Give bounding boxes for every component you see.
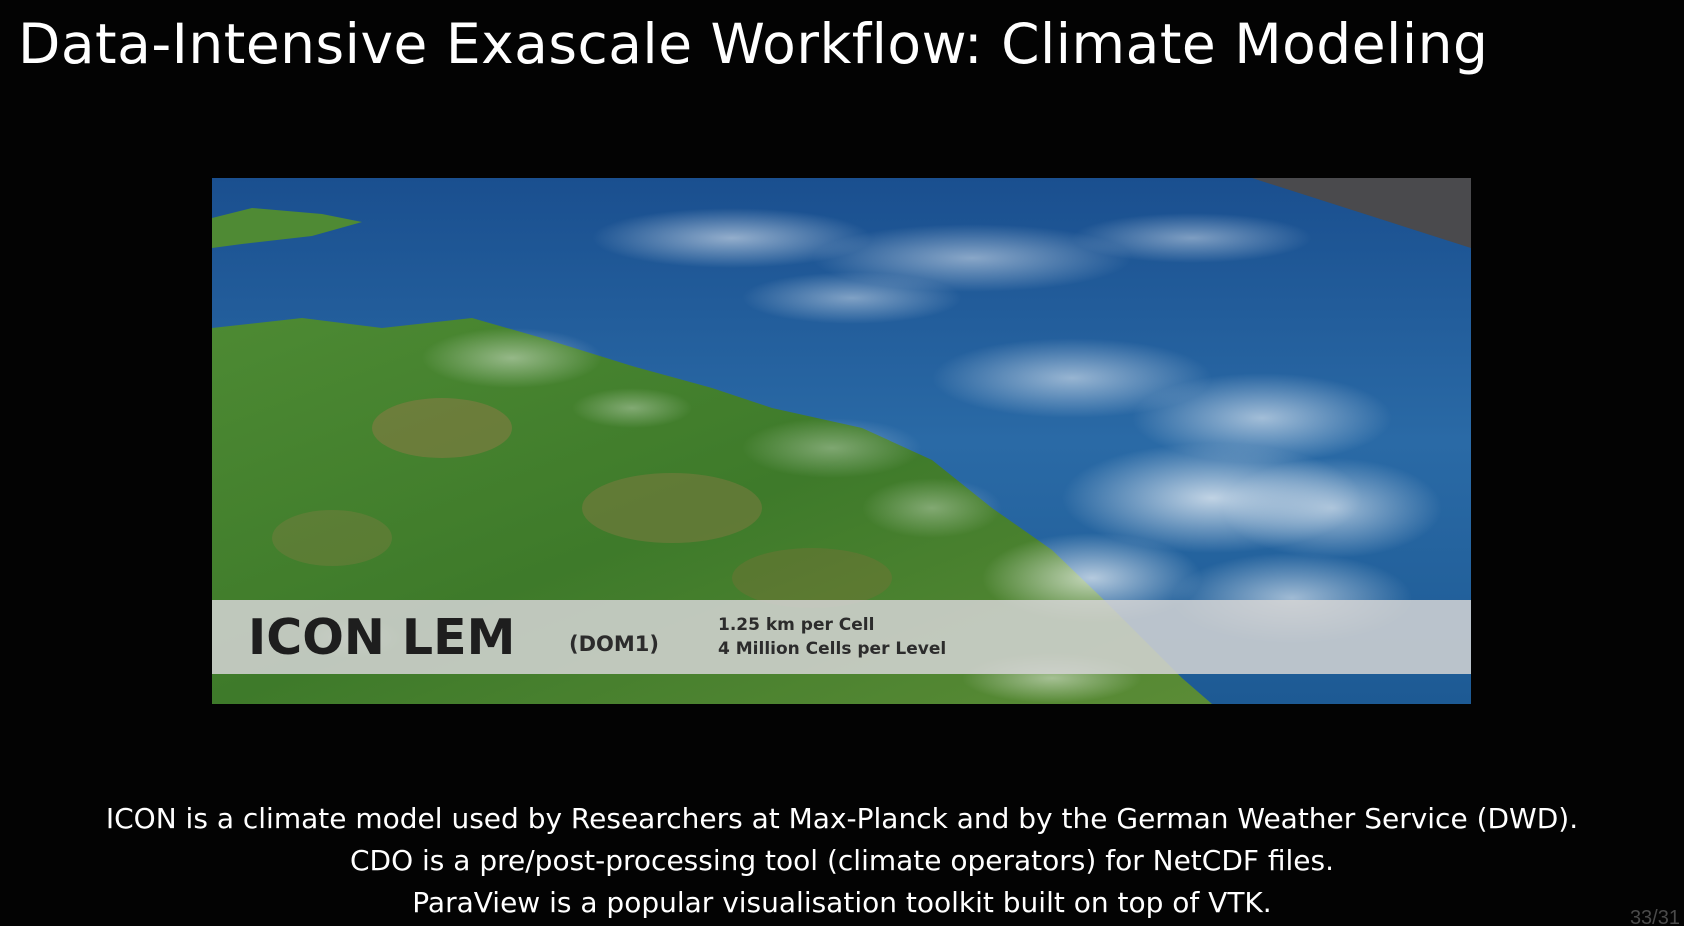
slide-description: ICON is a climate model used by Research… xyxy=(0,798,1684,924)
model-name-label: ICON LEM xyxy=(248,608,515,668)
resolution-line: 1.25 km per Cell xyxy=(718,613,946,637)
slide-title: Data-Intensive Exascale Workflow: Climat… xyxy=(18,6,1488,82)
page-number: 33/31 xyxy=(1630,907,1680,926)
description-line-cdo: CDO is a pre/post-processing tool (clima… xyxy=(0,840,1684,882)
domain-label: (DOM1) xyxy=(569,632,659,656)
description-line-paraview: ParaView is a popular visualisation tool… xyxy=(0,882,1684,924)
description-line-icon: ICON is a climate model used by Research… xyxy=(0,798,1684,840)
model-caption-bar: ICON LEM (DOM1) 1.25 km per Cell 4 Milli… xyxy=(212,600,1471,674)
resolution-details: 1.25 km per Cell 4 Million Cells per Lev… xyxy=(718,613,946,661)
climate-visualization-image: ICON LEM (DOM1) 1.25 km per Cell 4 Milli… xyxy=(212,178,1471,704)
cells-line: 4 Million Cells per Level xyxy=(718,637,946,661)
